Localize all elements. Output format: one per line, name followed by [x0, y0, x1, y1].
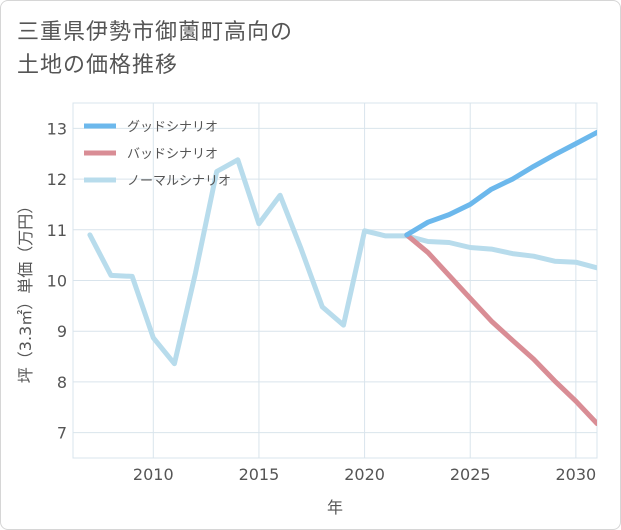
series-line-normal: [87, 157, 597, 367]
legend-label: バッドシナリオ: [127, 147, 218, 162]
title-line-2: 土地の価格推移: [17, 53, 179, 78]
y-tick-label: 7: [57, 424, 67, 443]
series-line-good: [404, 129, 597, 238]
y-tick-label: 9: [57, 322, 67, 341]
legend-label: グッドシナリオ: [127, 120, 218, 135]
series-lines: [87, 129, 597, 426]
x-tick-labels: 2010 2015 2020 2025 2030: [133, 465, 596, 484]
series-line-bad: [404, 232, 597, 426]
y-tick-label: 11: [47, 221, 67, 240]
y-tick-label: 10: [47, 272, 67, 291]
x-tick-label: 2010: [133, 465, 174, 484]
y-axis-label: 坪（3.3㎡）単価（万円）: [16, 198, 35, 383]
x-tick-label: 2030: [556, 465, 597, 484]
y-tick-label: 8: [57, 373, 67, 392]
x-axis-label: 年: [327, 498, 343, 517]
chart-title: 三重県伊勢市御薗町高向の 土地の価格推移: [17, 16, 293, 82]
legend-label: ノーマルシナリオ: [127, 174, 231, 189]
x-tick-label: 2025: [450, 465, 491, 484]
x-tick-label: 2015: [239, 465, 280, 484]
x-tick-label: 2020: [344, 465, 385, 484]
y-tick-label: 13: [47, 119, 67, 138]
y-tick-labels: 7 8 9 10 11 12 13: [47, 119, 67, 442]
title-line-1: 三重県伊勢市御薗町高向の: [17, 20, 294, 45]
y-tick-label: 12: [47, 170, 67, 189]
